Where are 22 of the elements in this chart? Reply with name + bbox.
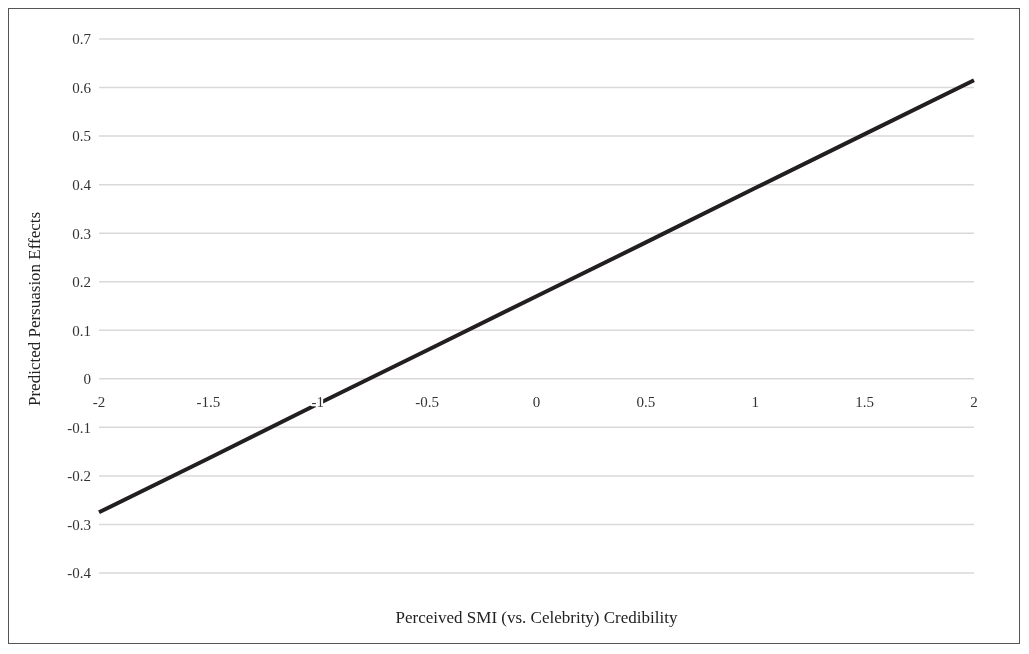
y-tick-label: 0.4 xyxy=(72,176,92,193)
y-tick-label: -0.1 xyxy=(67,419,91,436)
y-tick-label: -0.4 xyxy=(67,565,92,582)
x-tick-label: 1.5 xyxy=(855,393,874,410)
y-tick-label: 0.6 xyxy=(72,79,92,96)
x-axis-title: Perceived SMI (vs. Celebrity) Credibility xyxy=(395,608,678,627)
y-tick-label: 0 xyxy=(83,371,91,388)
y-tick-label: 0.1 xyxy=(72,322,91,339)
y-tick-label: -0.3 xyxy=(67,516,91,533)
y-axis-title: Predicted Persuasion Effects xyxy=(25,211,45,406)
x-tick-label: -2 xyxy=(92,393,106,410)
x-tick-label: 0 xyxy=(532,393,541,410)
x-tick-label: 2 xyxy=(970,393,978,410)
x-tick-label: -0.5 xyxy=(415,393,439,410)
x-tick-label: -1.5 xyxy=(196,393,221,410)
y-tick-label: 0.3 xyxy=(72,225,91,242)
y-tick-label: 0.2 xyxy=(72,274,91,291)
x-tick-label: 1 xyxy=(751,393,759,410)
y-tick-label: 0.7 xyxy=(72,31,92,48)
y-tick-label: 0.5 xyxy=(72,128,91,145)
y-tick-label: -0.2 xyxy=(67,468,91,485)
x-tick-label: 0.5 xyxy=(636,393,656,410)
